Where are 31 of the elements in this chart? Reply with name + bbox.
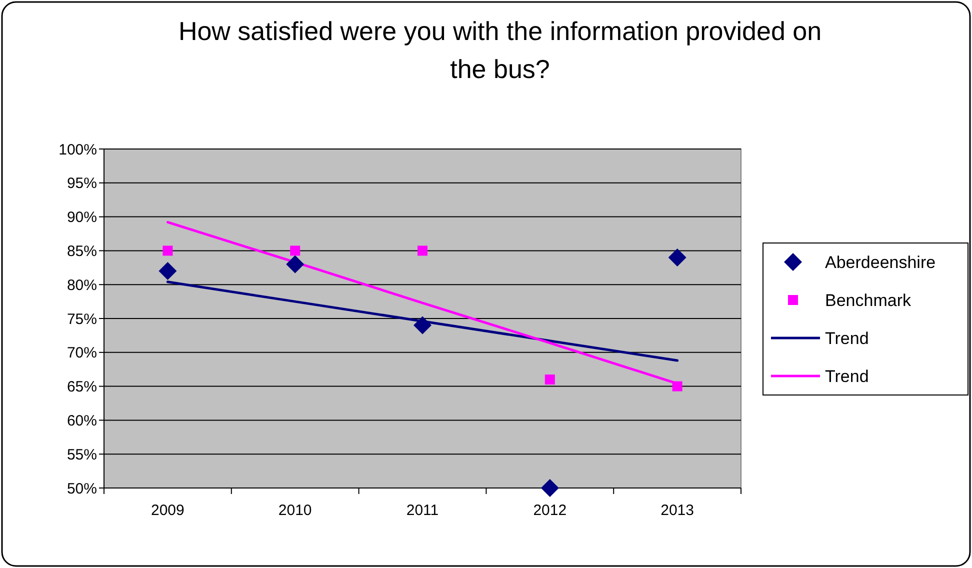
legend-label: Trend bbox=[825, 328, 869, 348]
y-tick-label: 90% bbox=[66, 209, 97, 226]
y-tick-label: 100% bbox=[58, 141, 97, 158]
x-tick-label: 2013 bbox=[660, 502, 694, 519]
y-tick-label: 95% bbox=[66, 175, 97, 192]
point bbox=[540, 479, 559, 497]
y-tick-label: 85% bbox=[66, 242, 97, 260]
x-tick-label: 2011 bbox=[406, 502, 439, 519]
legend-label: Trend bbox=[825, 366, 869, 386]
point bbox=[418, 246, 428, 256]
point bbox=[668, 248, 686, 266]
y-tick-label: 50% bbox=[66, 480, 97, 498]
point bbox=[158, 262, 177, 280]
point bbox=[290, 246, 300, 256]
legend-label: Aberdeenshire bbox=[825, 252, 936, 272]
y-tick-label: 60% bbox=[66, 412, 97, 430]
point bbox=[544, 374, 555, 385]
x-tick-label: 2009 bbox=[151, 502, 184, 519]
y-tick-label: 80% bbox=[66, 276, 97, 294]
point bbox=[162, 246, 173, 256]
y-tick-label: 75% bbox=[66, 310, 97, 328]
point bbox=[672, 381, 682, 392]
x-tick-label: 2010 bbox=[278, 502, 312, 519]
legend-label: Benchmark bbox=[825, 290, 912, 310]
point bbox=[286, 255, 304, 274]
y-tick-label: 70% bbox=[66, 344, 97, 362]
y-tick-label: 65% bbox=[66, 378, 97, 396]
x-tick-label: 2012 bbox=[533, 502, 567, 519]
point bbox=[414, 316, 432, 334]
y-tick-label: 55% bbox=[66, 446, 97, 464]
chart-title: How satisfied were you with the information provided on the bus? bbox=[177, 15, 823, 86]
